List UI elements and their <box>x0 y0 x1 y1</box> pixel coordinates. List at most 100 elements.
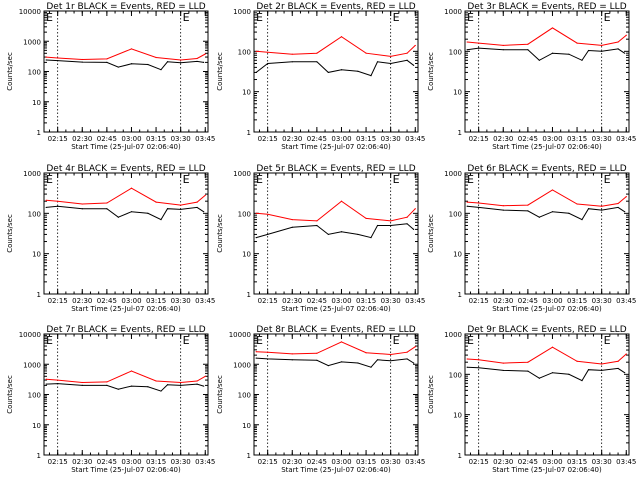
detector-panel-1: Det 1r BLACK = Events, RED = LLD 1 10 100 10… <box>6 2 215 151</box>
data-point-lld <box>180 381 182 384</box>
y-tick-label: 10 <box>32 251 41 259</box>
data-point-lld <box>340 36 343 38</box>
data-point-events <box>196 383 198 385</box>
data-point-events <box>478 206 480 209</box>
y-tick-label: 1 <box>458 452 462 460</box>
x-tick-label: 03:45 <box>195 135 215 143</box>
x-tick-label: 02:15 <box>469 297 489 305</box>
y-tick-label: 10 <box>242 89 251 97</box>
data-point-events <box>130 385 133 387</box>
data-point-events <box>160 390 162 392</box>
data-point-lld <box>291 218 293 221</box>
panel-title: Det 2r BLACK = Events, RED = LLD <box>256 2 415 12</box>
data-point-events <box>203 61 205 63</box>
data-point-events <box>106 384 108 386</box>
data-point-lld <box>601 205 603 207</box>
data-point-events <box>81 61 83 63</box>
data-point-events <box>45 59 47 61</box>
y-axis-label: Counts/sec <box>6 52 14 91</box>
y-axis-label: Counts/sec <box>216 52 224 91</box>
data-point-lld <box>502 44 504 47</box>
data-point-events <box>291 226 293 228</box>
x-tick-label: 03:45 <box>616 297 636 305</box>
data-point-events <box>45 206 47 209</box>
data-point-events <box>624 372 626 374</box>
y-tick-label: 1 <box>458 291 462 299</box>
plot-frame <box>464 10 630 133</box>
data-point-lld <box>196 57 198 60</box>
panel-title: Det 6r BLACK = Events, RED = LLD <box>467 164 626 174</box>
data-point-events <box>203 385 205 387</box>
y-tick-label: 100 <box>449 371 462 379</box>
data-point-lld <box>414 208 416 210</box>
data-point-events <box>617 206 619 209</box>
event-marker-left: E <box>46 11 53 24</box>
data-point-lld <box>291 353 293 355</box>
data-point-lld <box>576 203 578 205</box>
y-tick-label: 10 <box>242 422 251 430</box>
data-point-events <box>180 62 182 64</box>
x-tick-label: 02:30 <box>493 135 513 143</box>
data-point-events <box>316 359 318 361</box>
x-tick-label: 03:45 <box>195 297 215 305</box>
y-tick-label: 100 <box>449 48 462 56</box>
series-line-lld <box>256 36 416 57</box>
y-tick-label: 10000 <box>229 331 251 339</box>
detector-panel-3: Det 3r BLACK = Events, RED = LLD 1 10 100 10… <box>427 2 636 151</box>
y-tick-label: 10000 <box>19 8 41 16</box>
data-point-lld <box>466 201 468 203</box>
x-tick-label: 03:45 <box>195 458 215 466</box>
x-axis-label: Start Time (25-Jul-07 02:06:40) <box>281 466 391 474</box>
data-point-lld <box>106 58 108 60</box>
data-point-lld <box>502 205 504 207</box>
detector-panel-6: Det 6r BLACK = Events, RED = LLD 1 10 100 10… <box>427 164 636 313</box>
data-point-lld <box>601 44 603 47</box>
data-point-lld <box>267 351 269 353</box>
data-point-events <box>57 205 59 207</box>
x-tick-label: 03:30 <box>171 458 191 466</box>
data-point-events <box>267 358 269 360</box>
data-point-events <box>568 53 570 55</box>
y-tick-label: 1 <box>247 291 251 299</box>
x-tick-label: 02:15 <box>258 297 278 305</box>
x-tick-label: 02:30 <box>72 135 92 143</box>
data-point-events <box>502 49 504 51</box>
data-point-lld <box>45 56 47 58</box>
data-point-events <box>203 211 205 213</box>
data-point-events <box>413 362 415 364</box>
data-point-lld <box>617 202 619 205</box>
panel-title: Det 1r BLACK = Events, RED = LLD <box>46 2 205 12</box>
y-tick-label: 1 <box>37 129 41 137</box>
x-axis-label: Start Time (25-Jul-07 02:06:40) <box>281 305 391 313</box>
data-point-events <box>617 48 619 50</box>
x-tick-label: 03:15 <box>146 135 166 143</box>
y-tick-label: 100 <box>28 69 41 77</box>
event-marker-left: E <box>256 173 263 186</box>
y-tick-label: 10 <box>32 99 41 107</box>
x-tick-label: 02:15 <box>48 135 68 143</box>
x-tick-label: 03:00 <box>331 458 351 466</box>
data-point-events <box>57 382 59 385</box>
series-line-lld <box>256 200 416 222</box>
data-point-lld <box>57 379 59 381</box>
data-point-events <box>568 212 570 214</box>
data-point-lld <box>625 195 627 198</box>
data-point-events <box>527 210 529 212</box>
x-tick-label: 03:00 <box>121 135 141 143</box>
event-marker-right: E <box>183 173 190 186</box>
y-tick-label: 10 <box>453 251 462 259</box>
data-point-events <box>357 70 359 72</box>
x-tick-label: 03:00 <box>331 297 351 305</box>
detector-panel-2: Det 2r BLACK = Events, RED = LLD 1 10 100 10… <box>216 2 425 151</box>
y-tick-label: 1000 <box>444 8 462 16</box>
x-tick-label: 02:30 <box>72 297 92 305</box>
data-point-events <box>196 206 198 209</box>
x-tick-label: 02:30 <box>72 458 92 466</box>
y-tick-label: 100 <box>28 210 41 218</box>
data-point-events <box>291 61 293 63</box>
y-tick-label: 1000 <box>444 170 462 178</box>
data-point-lld <box>204 375 206 377</box>
data-point-lld <box>466 41 468 43</box>
data-point-lld <box>365 52 367 54</box>
